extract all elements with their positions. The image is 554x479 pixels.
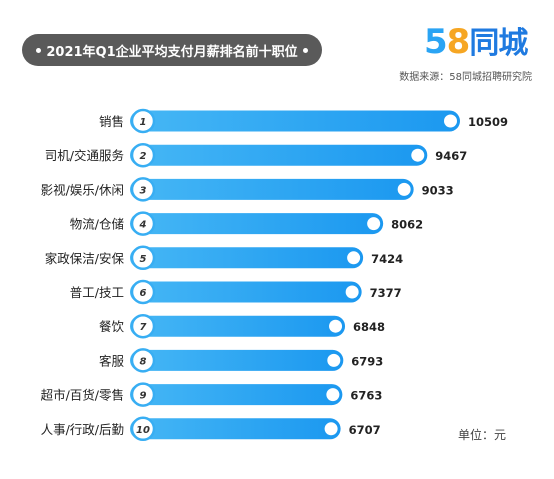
title-dot-right (303, 47, 308, 53)
58-tongcheng-logo: 58同城 (424, 22, 528, 62)
value-label: 10509 (468, 115, 508, 129)
rank-number: 6 (140, 288, 147, 299)
category-label: 普工/技工 (70, 285, 124, 300)
category-label: 家政保洁/安保 (45, 251, 125, 266)
value-label: 9033 (422, 183, 454, 197)
bar-end-knob (326, 388, 340, 402)
category-label: 人事/行政/后勤 (41, 422, 124, 437)
unit-label: 单位：元 (458, 428, 507, 442)
chart-title-pill: 2021年Q1企业平均支付月薪排名前十职位 (22, 34, 322, 66)
category-label: 销售 (99, 114, 124, 129)
category-label: 客服 (99, 353, 125, 368)
bar-end-knob (329, 319, 343, 333)
category-label: 影视/娱乐/休闲 (41, 182, 124, 197)
title-dot-left (36, 47, 41, 53)
bar (130, 213, 384, 235)
bar-end-knob (397, 182, 411, 196)
category-label: 超市/百货/零售 (41, 388, 124, 403)
rank-number: 7 (140, 322, 147, 333)
category-label: 物流/仓储 (70, 217, 124, 232)
bar-end-knob (345, 285, 359, 299)
bar (130, 384, 343, 406)
bar (130, 315, 346, 337)
value-label: 7377 (370, 286, 402, 300)
category-label: 司机/交通服务 (45, 148, 124, 163)
rank-number: 4 (139, 220, 147, 231)
bar-end-knob (324, 422, 338, 436)
bar-end-knob (411, 148, 425, 162)
rank-badge (130, 382, 156, 407)
rank-badge (130, 245, 156, 271)
bar (130, 178, 414, 200)
value-label: 6793 (351, 354, 383, 368)
bar-end-knob (367, 217, 381, 231)
value-label: 6707 (349, 423, 381, 437)
chart-title: 2021年Q1企业平均支付月薪排名前十职位 (46, 44, 298, 60)
rank-badge (130, 211, 156, 236)
rank-badge (130, 108, 156, 134)
rank-badge (130, 416, 156, 442)
rank-badge (130, 348, 156, 373)
bar-end-knob (347, 251, 361, 265)
rank-number: 2 (140, 151, 147, 162)
bar (130, 281, 362, 303)
bar-end-knob (327, 353, 341, 367)
rank-number: 3 (140, 185, 147, 196)
value-label: 7424 (371, 252, 403, 266)
rank-number: 10 (136, 425, 150, 436)
rank-number: 8 (140, 356, 147, 367)
bar-end-knob (444, 114, 457, 128)
value-label: 6848 (353, 320, 385, 334)
bar (130, 110, 460, 132)
bar (130, 247, 364, 269)
value-label: 8062 (391, 218, 423, 232)
data-source: 数据来源：58同城招聘研究院 (399, 72, 532, 83)
rank-badge (130, 177, 156, 202)
value-label: 6763 (350, 389, 382, 403)
rank-badge (130, 279, 156, 305)
category-label: 餐饮 (99, 319, 125, 334)
bar (130, 349, 344, 371)
bar (130, 418, 341, 440)
rank-number: 5 (140, 254, 147, 265)
bar (130, 144, 428, 166)
rank-number: 9 (140, 391, 147, 402)
rank-badge (130, 142, 156, 168)
rank-badge (130, 313, 156, 339)
rank-number: 1 (140, 117, 147, 128)
value-label: 9467 (435, 149, 467, 163)
